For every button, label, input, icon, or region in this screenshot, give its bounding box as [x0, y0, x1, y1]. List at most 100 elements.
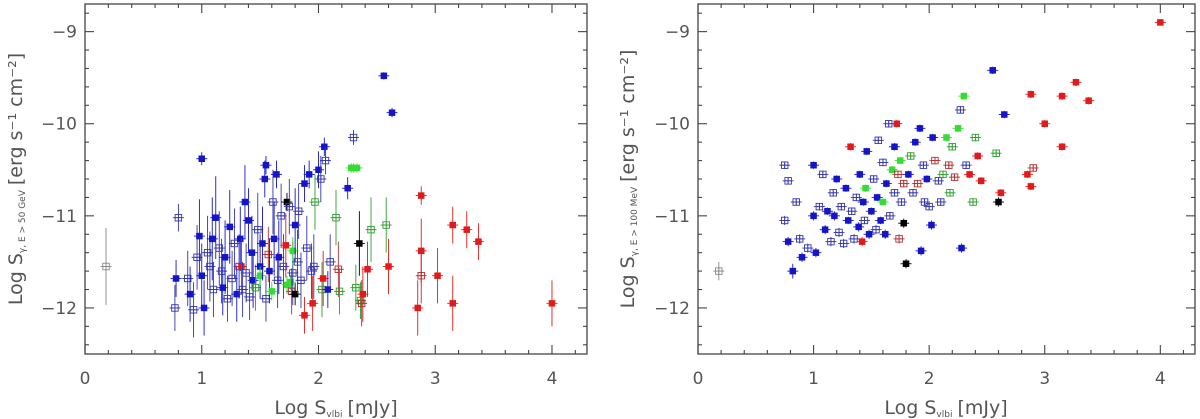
data-point	[351, 163, 363, 173]
data-point	[298, 296, 310, 334]
data-point	[216, 238, 228, 304]
data-point	[949, 173, 961, 181]
data-point	[1025, 182, 1037, 191]
data-point	[1083, 97, 1095, 105]
data-point	[915, 246, 927, 256]
filled-marker	[256, 272, 264, 279]
data-point	[244, 273, 256, 320]
data-point	[298, 165, 310, 203]
data-point	[946, 143, 958, 151]
data-point	[308, 234, 320, 299]
data-point	[235, 238, 247, 295]
filled-marker	[858, 238, 866, 245]
filled-marker	[219, 284, 227, 291]
data-point	[888, 189, 900, 197]
filled-marker	[891, 143, 898, 151]
filled-marker	[833, 175, 840, 183]
filled-marker	[261, 175, 269, 183]
data-point	[831, 175, 843, 183]
data-point	[309, 174, 321, 230]
filled-marker	[868, 207, 875, 215]
data-point	[196, 152, 208, 166]
data-point	[1039, 120, 1051, 128]
data-point	[898, 179, 910, 188]
data-point	[958, 92, 970, 100]
data-point	[249, 264, 261, 311]
data-point	[301, 215, 313, 281]
data-point	[854, 170, 866, 179]
filled-marker	[301, 180, 308, 187]
data-point	[324, 234, 336, 290]
filled-marker	[1027, 91, 1035, 98]
data-point	[447, 275, 459, 331]
data-point	[842, 216, 854, 225]
x-tick-label: 2	[924, 369, 935, 389]
data-point	[234, 206, 246, 272]
data-point	[870, 225, 882, 235]
data-point	[256, 206, 268, 281]
filled-marker	[198, 272, 205, 279]
data-point	[838, 238, 850, 249]
data-point	[198, 280, 210, 336]
data-point	[319, 146, 331, 175]
filled-marker	[1072, 79, 1080, 86]
filled-marker	[221, 254, 229, 261]
y-tick-label: −9	[52, 23, 77, 43]
data-point	[546, 280, 558, 327]
x-tick-label: 4	[547, 369, 558, 389]
axis-ticks: 0 1 2 3 4 −12 −11 −10 −9	[41, 4, 587, 389]
data-point	[943, 161, 955, 169]
filled-marker	[847, 143, 854, 151]
data-point	[303, 160, 315, 189]
filled-marker	[172, 275, 180, 282]
y-tick-label: −11	[654, 207, 690, 227]
data-point	[461, 211, 473, 249]
data-point	[821, 207, 833, 215]
x-tick-label: 0	[80, 369, 91, 389]
data-points	[100, 72, 558, 338]
y-tick-label: −10	[654, 115, 690, 135]
plot-frame	[697, 3, 1196, 355]
data-point	[272, 252, 284, 308]
x-axis-label: Log Svlbi [mJy]	[274, 397, 397, 419]
data-point	[995, 189, 1007, 197]
x-tick-label: 2	[313, 369, 324, 389]
data-point	[779, 161, 791, 169]
filled-marker	[283, 281, 291, 289]
data-point	[782, 237, 794, 247]
filled-marker	[881, 231, 889, 238]
data-point	[827, 189, 839, 197]
data-point	[929, 156, 941, 165]
data-point	[330, 190, 342, 246]
plot-frame	[84, 3, 588, 355]
filled-marker	[929, 134, 936, 141]
filled-marker	[353, 164, 361, 172]
data-point	[196, 243, 208, 308]
data-point	[877, 158, 889, 167]
filled-marker	[810, 212, 817, 220]
data-point	[853, 222, 865, 232]
data-point	[172, 203, 184, 232]
filled-marker	[883, 180, 890, 187]
x-axis-label-unit: [mJy]	[347, 397, 397, 419]
data-point	[1154, 19, 1166, 26]
filled-marker	[855, 223, 862, 231]
y-axis-label-unit: [erg s⁻¹ cm⁻²]	[617, 50, 639, 182]
data-point	[182, 250, 194, 307]
data-point	[833, 227, 845, 238]
data-point	[380, 197, 392, 253]
filled-marker	[237, 235, 244, 243]
y-tick-label: −9	[665, 23, 690, 43]
data-point	[217, 260, 229, 316]
data-point	[284, 274, 296, 290]
y-axis-label-sub: γ, E > 50 GeV	[18, 189, 28, 253]
data-point	[782, 177, 794, 185]
data-point	[967, 198, 979, 206]
filled-marker	[798, 254, 806, 261]
data-point	[415, 186, 427, 205]
data-point	[998, 110, 1010, 119]
filled-marker	[301, 312, 308, 319]
data-point	[871, 193, 883, 202]
data-point	[925, 220, 937, 230]
data-point	[275, 183, 287, 249]
